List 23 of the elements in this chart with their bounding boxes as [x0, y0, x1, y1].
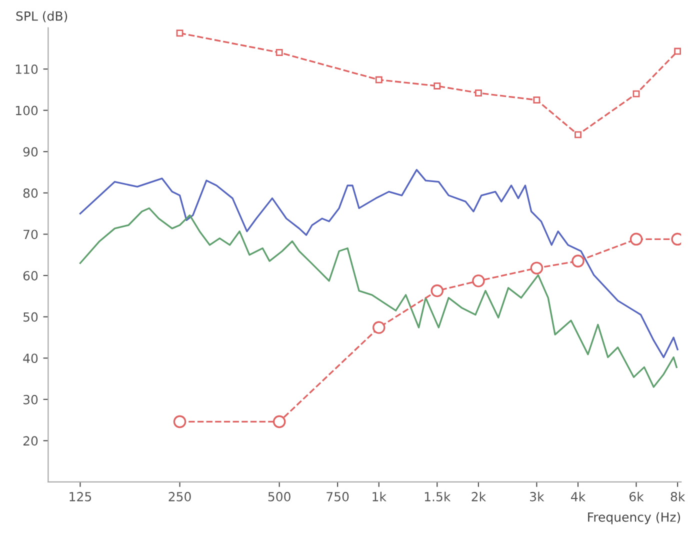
y-tick-label: 90: [23, 147, 38, 157]
x-axis-title: Frequency (Hz): [588, 512, 680, 524]
y-tick-label: 50: [23, 312, 38, 322]
y-tick-label: 100: [16, 106, 38, 116]
x-tick-label: 3k: [530, 492, 544, 502]
y-tick-label: 80: [23, 188, 38, 198]
y-tick-label: 110: [16, 64, 38, 74]
y-tick-label: 30: [23, 394, 38, 404]
x-tick-label: 1.5k: [424, 492, 451, 502]
y-tick-label: 70: [24, 230, 38, 240]
x-tick-label: 500: [268, 492, 290, 502]
y-tick-label: 60: [23, 270, 38, 280]
x-tick-label: 250: [168, 492, 191, 502]
x-tick-label: 2k: [472, 492, 486, 502]
x-tick-label: 8k: [670, 492, 686, 502]
x-tick-label: 750: [326, 492, 349, 502]
x-tick-label: 125: [70, 492, 92, 502]
y-axis-title: SPL (dB): [16, 11, 68, 22]
x-tick-label: 1k: [372, 492, 386, 502]
y-tick-label: 20: [23, 436, 38, 446]
x-tick-label: 6k: [630, 492, 644, 502]
y-tick-label: 40: [23, 354, 38, 364]
x-tick-label: 4k: [571, 492, 586, 502]
